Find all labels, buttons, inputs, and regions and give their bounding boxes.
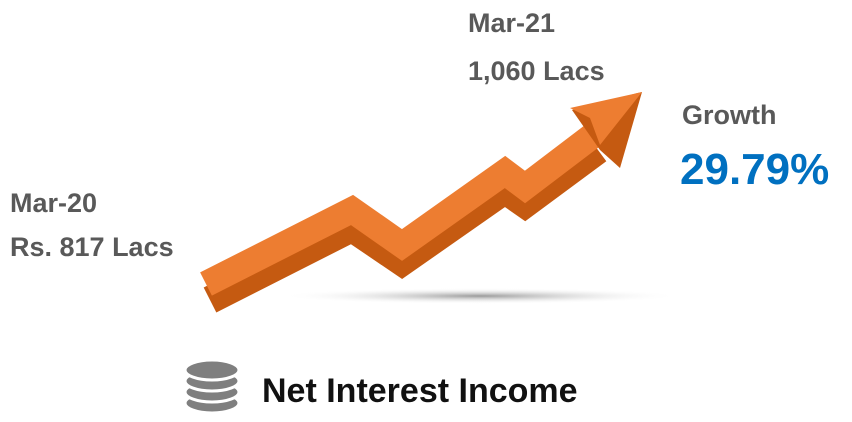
start-amount: Rs. 817 Lacs: [10, 234, 174, 261]
growth-label: Growth: [682, 102, 777, 129]
caption: Net Interest Income: [262, 374, 578, 408]
start-period: Mar-20: [10, 190, 97, 217]
shadow: [280, 288, 680, 304]
end-period: Mar-21: [468, 10, 555, 37]
coin-icon: [185, 360, 239, 413]
artwork: [0, 0, 852, 422]
end-amount: 1,060 Lacs: [468, 58, 605, 85]
growth-value: 29.79%: [680, 148, 829, 192]
page: Mar-21 1,060 Lacs Growth 29.79% Mar-20 R…: [0, 0, 852, 422]
